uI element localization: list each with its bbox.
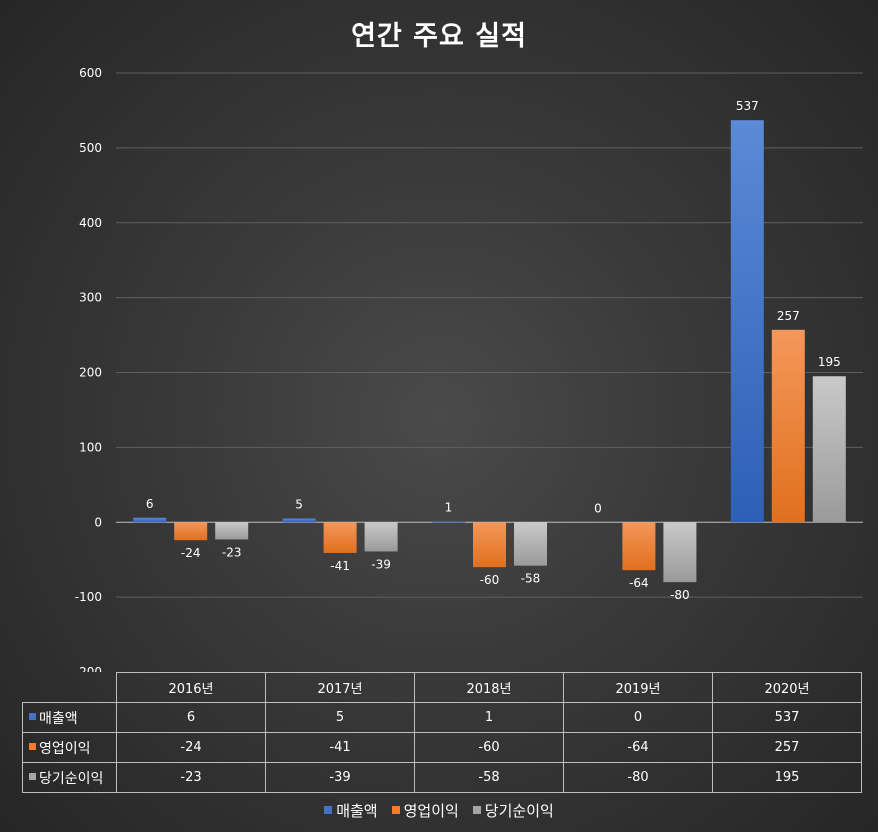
table-cell: -24 [116,732,266,763]
legend: 매출액 영업이익 당기순이익 [0,800,878,821]
y-tick-label: 300 [79,291,102,305]
table-cell: -39 [265,762,415,793]
legend-swatch [324,806,333,814]
table-cell: -41 [265,732,415,763]
data-label: -80 [670,588,690,602]
table-header-row: 2016년 2017년 2018년 2019년 2020년 [23,672,862,703]
bars [133,120,846,583]
table-category-header: 2018년 [414,672,564,703]
data-label: 6 [146,497,154,511]
y-tick-label: -200 [75,665,102,672]
table-category-header: 2020년 [712,672,862,703]
data-label: 0 [594,501,602,515]
table-category-header: 2017년 [265,672,415,703]
table-cell: 1 [414,702,564,733]
series-name: 당기순이익 [39,770,104,787]
data-label: 1 [445,501,453,515]
y-tick-label: 0 [94,515,102,529]
table-cell: 6 [116,702,266,733]
table-cell: 5 [265,702,415,733]
table-row-header: 영업이익 [22,732,117,763]
legend-label: 당기순이익 [484,802,554,820]
y-tick-label: 100 [79,440,102,454]
legend-item: 영업이익 [391,800,459,821]
bar [432,521,465,523]
series-swatch [29,712,36,720]
table-cell: 0 [563,702,713,733]
table-category-header: 2019년 [563,672,713,703]
y-tick-label: 600 [79,66,102,80]
bar [812,376,846,523]
bar [622,522,656,571]
data-labels: 6 5 1 0 537 -24 -41 -60 -64 257 -23 -39 -58 -80 195 [146,99,841,602]
bar [282,518,316,523]
data-label: -58 [521,572,541,586]
legend-label: 매출액 [336,802,378,820]
series-swatch [29,742,36,750]
data-label: -23 [222,545,242,559]
table-cell: 257 [712,732,862,763]
bar [133,517,167,523]
bar-chart: -200 -100 0 100 200 300 400 500 600 6 5 1 0 537 -24 -4… [75,66,863,672]
y-tick-label: 500 [79,141,102,155]
y-tick-label: 400 [79,216,102,230]
data-label: 195 [818,355,841,369]
y-tick-label: -100 [75,590,102,604]
table-body: 매출액 6 5 1 0 537 영업이익 -24 -41 -60 -64 257 당기순이익 -23 -39… [22,702,862,793]
series-name: 영업이익 [39,740,91,757]
table-row: 매출액 6 5 1 0 537 [22,702,862,733]
data-label: -24 [181,546,201,560]
bar [174,522,208,541]
chart-title: 연간 주요 실적 [351,21,527,52]
legend-item: 매출액 [324,800,378,821]
table-cell: -58 [414,762,564,793]
data-label: -64 [629,576,649,590]
bar [473,522,506,568]
data-label: -39 [371,557,391,571]
data-table: 2016년 2017년 2018년 2019년 2020년 매출액 6 5 1 0 537 영업이익… [22,672,862,793]
data-label: -60 [480,573,500,587]
bar [730,120,764,523]
y-tick-label: 200 [79,366,102,380]
bar [215,522,249,540]
table-row: 영업이익 -24 -41 -60 -64 257 [22,732,862,763]
table-corner [23,673,117,703]
legend-label: 영업이익 [403,802,459,820]
legend-item: 당기순이익 [472,800,554,821]
bar [364,522,398,552]
table-row-header: 당기순이익 [22,762,117,793]
bar [514,522,547,566]
table-cell: -80 [563,762,713,793]
table-category-header: 2016년 [116,672,266,703]
bar [663,522,697,583]
table-cell: -64 [563,732,713,763]
table-row: 당기순이익 -23 -39 -58 -80 195 [22,762,862,793]
data-label: 257 [777,309,800,323]
series-swatch [29,772,36,780]
table-row-header: 매출액 [22,702,117,733]
data-label: 537 [736,99,759,113]
data-label: 5 [295,498,303,512]
legend-swatch [391,806,400,814]
series-name: 매출액 [39,710,78,727]
table-cell: 537 [712,702,862,733]
bar [323,522,357,553]
legend-swatch [472,806,481,814]
table-cell: 195 [712,762,862,793]
table-cell: -23 [116,762,266,793]
bar [771,329,805,523]
table-cell: -60 [414,732,564,763]
y-axis: -200 -100 0 100 200 300 400 500 600 [75,66,102,672]
data-label: -41 [330,559,350,573]
